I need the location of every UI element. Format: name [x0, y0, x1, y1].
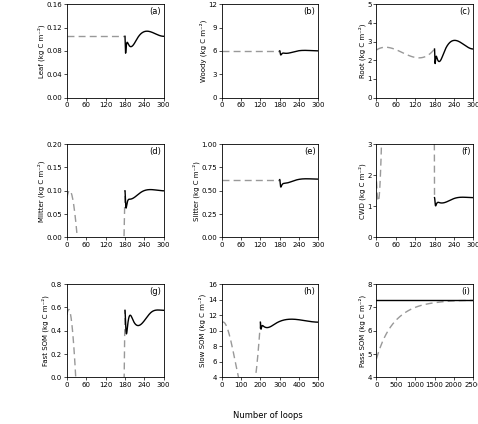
Y-axis label: Slow SOM (kg C m⁻²): Slow SOM (kg C m⁻²) [199, 294, 206, 367]
Y-axis label: Mlitter (kg C m⁻²): Mlitter (kg C m⁻²) [37, 160, 45, 222]
Text: (b): (b) [304, 7, 315, 16]
Y-axis label: Slitter (kg C m⁻²): Slitter (kg C m⁻²) [192, 161, 200, 221]
Text: (a): (a) [149, 7, 161, 16]
Y-axis label: Root (kg C m⁻²): Root (kg C m⁻²) [358, 24, 366, 78]
Text: Number of loops: Number of loops [233, 411, 303, 420]
Text: (i): (i) [461, 287, 470, 296]
Text: (h): (h) [304, 287, 315, 296]
Y-axis label: CWD (kg C m⁻²): CWD (kg C m⁻²) [358, 163, 366, 219]
Y-axis label: Pass SOM (kg C m⁻²): Pass SOM (kg C m⁻²) [358, 295, 366, 367]
Text: (d): (d) [149, 147, 161, 156]
Text: (e): (e) [304, 147, 315, 156]
Y-axis label: Leaf (kg C m⁻²): Leaf (kg C m⁻²) [37, 24, 45, 78]
Text: (g): (g) [149, 287, 161, 296]
Text: (c): (c) [459, 7, 470, 16]
Text: (f): (f) [461, 147, 470, 156]
Y-axis label: Fast SOM (kg C m⁻²): Fast SOM (kg C m⁻²) [42, 295, 49, 366]
Y-axis label: Woody (kg C m⁻²): Woody (kg C m⁻²) [199, 20, 206, 82]
